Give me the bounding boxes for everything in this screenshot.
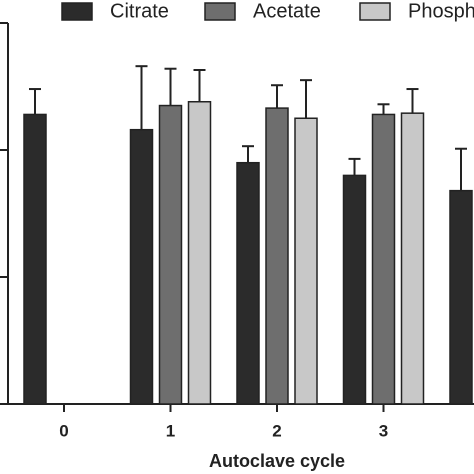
bar bbox=[294, 117, 318, 405]
bar bbox=[400, 112, 425, 405]
legend-label: Phosphate bbox=[408, 0, 474, 22]
bar bbox=[23, 113, 47, 405]
bar bbox=[129, 128, 154, 405]
legend-label: Citrate bbox=[110, 0, 169, 22]
x-tick-label: 3 bbox=[379, 421, 388, 440]
legend-swatch bbox=[359, 2, 391, 21]
legend-label: Acetate bbox=[253, 0, 321, 22]
bar bbox=[449, 189, 473, 405]
legend-swatch bbox=[61, 2, 93, 21]
bar bbox=[158, 104, 183, 405]
x-tick-label: 0 bbox=[59, 421, 68, 440]
x-tick-label: 1 bbox=[166, 421, 175, 440]
bar bbox=[265, 107, 289, 405]
bar bbox=[371, 113, 396, 405]
bar bbox=[236, 161, 260, 405]
legend-swatch bbox=[204, 2, 236, 21]
bar bbox=[187, 100, 212, 405]
bar bbox=[342, 174, 367, 405]
x-tick-label: 2 bbox=[272, 421, 281, 440]
x-axis-label: Autoclave cycle bbox=[209, 451, 345, 471]
